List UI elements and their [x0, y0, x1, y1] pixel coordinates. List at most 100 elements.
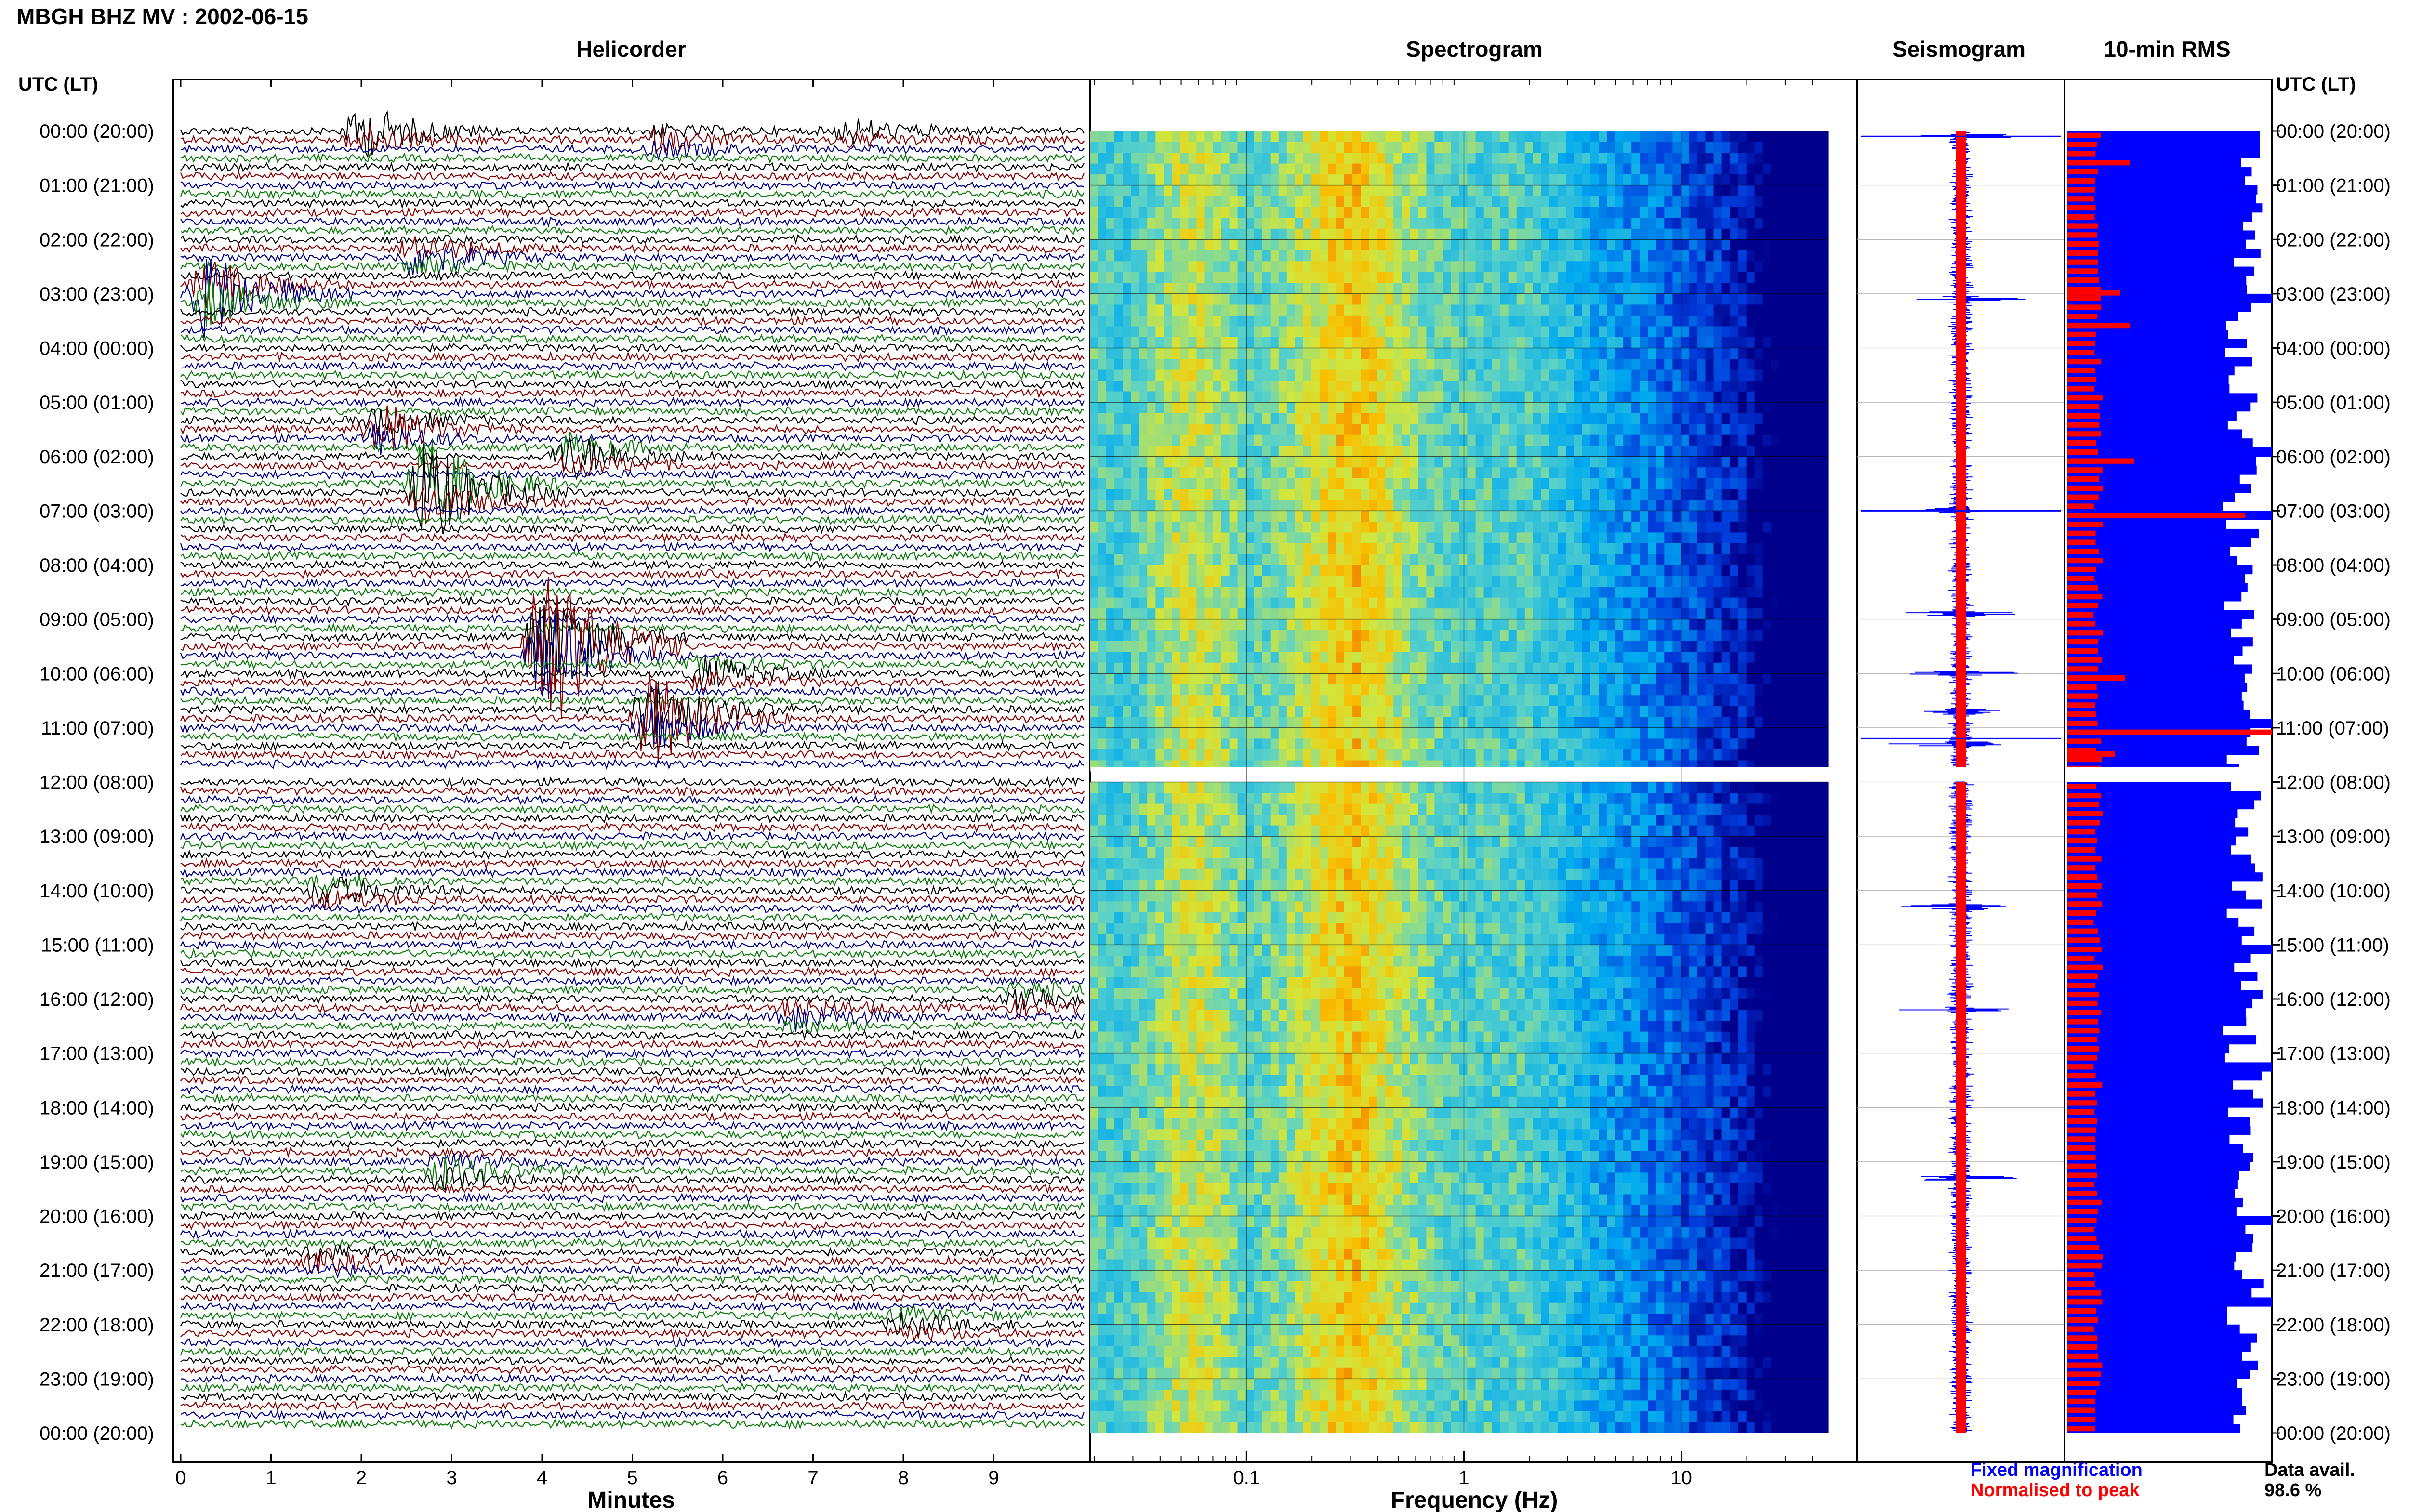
spectrogram-cell: [1418, 348, 1427, 359]
spectrogram-cell: [1221, 511, 1230, 522]
spectrogram-cell: [1648, 153, 1656, 164]
spectrogram-cell: [1295, 521, 1304, 533]
spectrogram-cell: [1697, 554, 1706, 565]
spectrogram-cell: [1689, 359, 1697, 370]
spectrogram-cell: [1114, 652, 1123, 663]
spectrogram-cell: [1820, 228, 1829, 240]
spectrogram-cell: [1155, 391, 1164, 403]
spectrogram-cell: [1361, 641, 1369, 652]
spectrogram-cell: [1369, 337, 1377, 349]
spectrogram-cell: [1812, 652, 1821, 663]
spectrogram-cell: [1516, 391, 1525, 403]
spectrogram-cell: [1689, 662, 1697, 674]
spectrogram-cell: [1172, 587, 1180, 598]
spectrogram-cell: [1164, 413, 1172, 424]
spectrogram-cell: [1451, 261, 1460, 273]
spectrogram-cell: [1631, 554, 1640, 565]
spectrogram-cell: [1713, 511, 1722, 522]
spectrogram-cell: [1492, 489, 1501, 500]
time-tick-left-5: 05:00 (01:00): [40, 392, 154, 413]
spectrogram-cell: [1262, 554, 1271, 565]
spectrogram-cell: [1377, 456, 1386, 468]
spectrogram-cell: [1213, 228, 1222, 240]
spectrogram-cell: [1270, 142, 1279, 153]
spectrogram-cell: [1681, 500, 1689, 511]
spectrogram-cell: [1524, 652, 1534, 663]
spectrogram-cell: [1689, 326, 1697, 338]
spectrogram-cell: [1803, 272, 1813, 283]
spectrogram-cell: [1311, 434, 1320, 446]
spectrogram-cell: [1172, 619, 1180, 631]
spectrogram-cell: [1262, 359, 1271, 370]
spectrogram-cell: [1475, 576, 1484, 587]
spectrogram-cell: [1098, 153, 1107, 164]
spectrogram-cell: [1336, 163, 1345, 175]
spectrogram-cell: [1557, 359, 1566, 370]
spectrogram-cell: [1270, 511, 1279, 522]
spectrogram-cell: [1204, 641, 1214, 652]
spectrogram-cell: [1204, 587, 1214, 598]
spectrogram-cell: [1286, 185, 1296, 197]
spectrogram-cell: [1664, 272, 1673, 283]
spectrogram-cell: [1705, 652, 1714, 663]
spectrogram-cell: [1278, 489, 1287, 500]
spectrogram-cell: [1615, 684, 1624, 696]
spectrogram-cell: [1533, 272, 1542, 283]
spectrogram-cell: [1705, 565, 1714, 577]
spectrogram-cell: [1672, 304, 1681, 316]
spectrogram-cell: [1410, 326, 1418, 338]
spectrogram-cell: [1336, 673, 1345, 685]
spectrogram-cell: [1713, 391, 1722, 403]
spectrogram-cell: [1147, 131, 1156, 143]
spectrogram-cell: [1106, 478, 1115, 489]
spectrogram-cell: [1631, 478, 1640, 489]
spectrogram-cell: [1090, 662, 1099, 674]
spectrogram-cell: [1565, 608, 1575, 620]
spectrogram-cell: [1754, 532, 1763, 544]
spectrogram-cell: [1402, 446, 1410, 457]
spectrogram-cell: [1565, 207, 1575, 218]
spectrogram-cell: [1434, 315, 1443, 327]
spectrogram-cell: [1648, 434, 1656, 446]
spectrogram-cell: [1106, 467, 1115, 479]
spectrogram-cell: [1697, 576, 1706, 587]
spectrogram-cell: [1254, 196, 1263, 208]
spectrogram-cell: [1311, 218, 1320, 229]
spectrogram-cell: [1779, 304, 1788, 316]
spectrogram-cell: [1459, 283, 1468, 294]
spectrogram-cell: [1565, 434, 1575, 446]
spectrogram-cell: [1689, 478, 1697, 489]
spectrogram-cell: [1541, 673, 1550, 685]
spectrogram-cell: [1656, 662, 1665, 674]
spectrogram-cell: [1352, 304, 1361, 316]
spectrogram-cell: [1779, 489, 1788, 500]
spectrogram-cell: [1475, 695, 1484, 707]
spectrogram-cell: [1262, 369, 1271, 381]
spectrogram-cell: [1492, 630, 1501, 642]
spectrogram-cell: [1746, 131, 1755, 143]
spectrogram-cell: [1402, 337, 1410, 349]
spectrogram-cell: [1557, 673, 1566, 685]
spectrogram-cell: [1328, 348, 1337, 359]
spectrogram-cell: [1557, 153, 1566, 164]
spectrogram-cell: [1319, 500, 1328, 511]
spectrogram-cell: [1344, 326, 1353, 338]
spectrogram-cell: [1254, 413, 1263, 424]
spectrogram-cell: [1746, 348, 1755, 359]
spectrogram-cell: [1361, 304, 1369, 316]
spectrogram-cell: [1344, 337, 1353, 349]
spectrogram-cell: [1672, 587, 1681, 598]
spectrogram-cell: [1754, 207, 1763, 218]
spectrogram-cell: [1820, 554, 1829, 565]
spectrogram-cell: [1508, 554, 1517, 565]
spectrogram-cell: [1820, 283, 1829, 294]
spectrogram-cell: [1492, 359, 1501, 370]
spectrogram-cell: [1754, 576, 1763, 587]
spectrogram-cell: [1270, 521, 1279, 533]
spectrogram-cell: [1385, 381, 1394, 392]
spectrogram-cell: [1402, 695, 1410, 707]
spectrogram-cell: [1812, 630, 1821, 642]
spectrogram-cell: [1623, 196, 1632, 208]
spectrogram-cell: [1344, 174, 1353, 186]
spectrogram-cell: [1180, 174, 1189, 186]
